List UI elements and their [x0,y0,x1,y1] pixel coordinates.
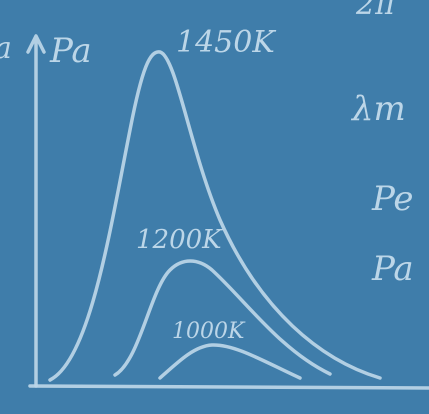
y-axis-label: Pa [49,31,92,71]
note: Pe [371,179,413,219]
edge-text: a [0,31,12,66]
curve-label: 1200K [136,225,223,255]
note: Pa [371,249,414,289]
curve-label: 1450K [176,25,276,60]
note: 2π [355,0,396,22]
board: Pa a 1450K 1200K 1000K 2π λm Pe Pa [0,0,429,414]
curve-label: 1000K [172,319,246,344]
x-axis [30,386,429,388]
note: λm [350,89,406,129]
